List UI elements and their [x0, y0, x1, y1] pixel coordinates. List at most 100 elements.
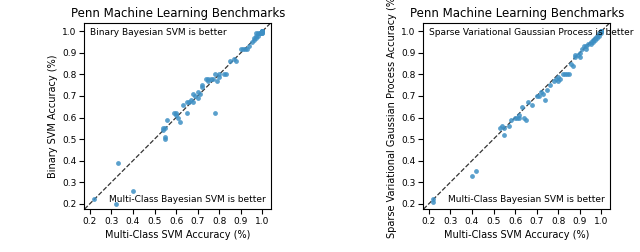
- Point: [257, 29, 268, 33]
- Point: [253, 32, 263, 36]
- Point: [221, 72, 231, 76]
- Point: [197, 83, 207, 87]
- Point: [255, 32, 265, 36]
- Point: [195, 92, 205, 96]
- Point: [559, 72, 570, 76]
- Point: [240, 47, 250, 51]
- Point: [570, 55, 580, 59]
- Point: [557, 72, 568, 76]
- Point: [589, 38, 600, 42]
- Text: Binary Bayesian SVM is better: Binary Bayesian SVM is better: [90, 28, 227, 37]
- Point: [242, 47, 252, 51]
- Point: [518, 115, 529, 119]
- Point: [538, 92, 548, 96]
- Point: [586, 40, 596, 44]
- X-axis label: Multi-Class SVM Accuracy (%): Multi-Class SVM Accuracy (%): [105, 230, 250, 240]
- Point: [499, 133, 509, 137]
- Point: [497, 124, 508, 128]
- Point: [536, 90, 546, 94]
- Point: [548, 79, 559, 83]
- Point: [218, 72, 228, 76]
- Point: [532, 94, 542, 98]
- Point: [596, 29, 607, 33]
- Point: [573, 53, 583, 57]
- Point: [214, 72, 224, 76]
- Point: [231, 59, 241, 64]
- Point: [160, 126, 170, 130]
- Point: [158, 129, 168, 133]
- Point: [428, 200, 438, 204]
- Point: [512, 115, 522, 119]
- Point: [89, 198, 99, 202]
- Point: [193, 96, 203, 100]
- Point: [246, 40, 257, 44]
- Point: [214, 75, 224, 79]
- Point: [225, 59, 235, 64]
- Point: [244, 44, 255, 48]
- Point: [592, 34, 602, 38]
- Point: [251, 36, 261, 40]
- Point: [592, 36, 602, 40]
- Point: [255, 32, 265, 36]
- Point: [551, 77, 561, 81]
- Point: [193, 90, 203, 94]
- Point: [596, 32, 607, 36]
- Point: [566, 62, 576, 66]
- Point: [182, 101, 192, 105]
- Point: [553, 79, 563, 83]
- Point: [521, 118, 531, 122]
- Point: [169, 111, 179, 115]
- Point: [158, 126, 168, 130]
- Point: [596, 29, 607, 33]
- Point: [248, 38, 259, 42]
- Point: [177, 103, 188, 107]
- Point: [594, 32, 604, 36]
- Point: [556, 77, 566, 81]
- Point: [204, 77, 214, 81]
- Y-axis label: Sparse Variational Gaussian Process Accuracy (%): Sparse Variational Gaussian Process Accu…: [387, 0, 397, 238]
- Point: [586, 42, 596, 46]
- Point: [564, 72, 574, 76]
- Point: [210, 72, 220, 76]
- Point: [450, 223, 460, 227]
- Point: [190, 94, 200, 98]
- Text: Multi-Class Bayesian SVM is better: Multi-Class Bayesian SVM is better: [447, 195, 604, 204]
- Point: [205, 77, 216, 81]
- Point: [238, 47, 248, 51]
- Point: [562, 72, 572, 76]
- Point: [583, 42, 593, 46]
- Point: [160, 137, 170, 141]
- Point: [589, 36, 600, 40]
- Point: [542, 87, 552, 91]
- Point: [188, 101, 198, 105]
- Point: [579, 44, 589, 48]
- Point: [495, 126, 505, 130]
- Point: [111, 202, 121, 206]
- Point: [182, 111, 192, 115]
- Y-axis label: Binary SVM Accuracy (%): Binary SVM Accuracy (%): [48, 54, 58, 178]
- Point: [212, 79, 222, 83]
- Title: Penn Machine Learning Benchmarks: Penn Machine Learning Benchmarks: [410, 7, 624, 20]
- Point: [515, 115, 525, 119]
- Point: [499, 126, 509, 130]
- Point: [171, 113, 181, 117]
- X-axis label: Multi-Class SVM Accuracy (%): Multi-Class SVM Accuracy (%): [444, 230, 589, 240]
- Point: [188, 92, 198, 96]
- Point: [553, 75, 563, 79]
- Point: [534, 94, 544, 98]
- Title: Penn Machine Learning Benchmarks: Penn Machine Learning Benchmarks: [70, 7, 285, 20]
- Point: [184, 101, 194, 105]
- Point: [163, 118, 173, 122]
- Point: [588, 40, 598, 44]
- Text: Sparse Variational Gaussian Process is better: Sparse Variational Gaussian Process is b…: [429, 28, 634, 37]
- Point: [229, 57, 239, 61]
- Point: [251, 34, 261, 38]
- Point: [510, 115, 520, 119]
- Point: [523, 101, 533, 105]
- Point: [257, 29, 268, 33]
- Point: [160, 135, 170, 139]
- Point: [248, 36, 259, 40]
- Point: [173, 115, 183, 119]
- Point: [596, 29, 607, 33]
- Point: [128, 189, 138, 193]
